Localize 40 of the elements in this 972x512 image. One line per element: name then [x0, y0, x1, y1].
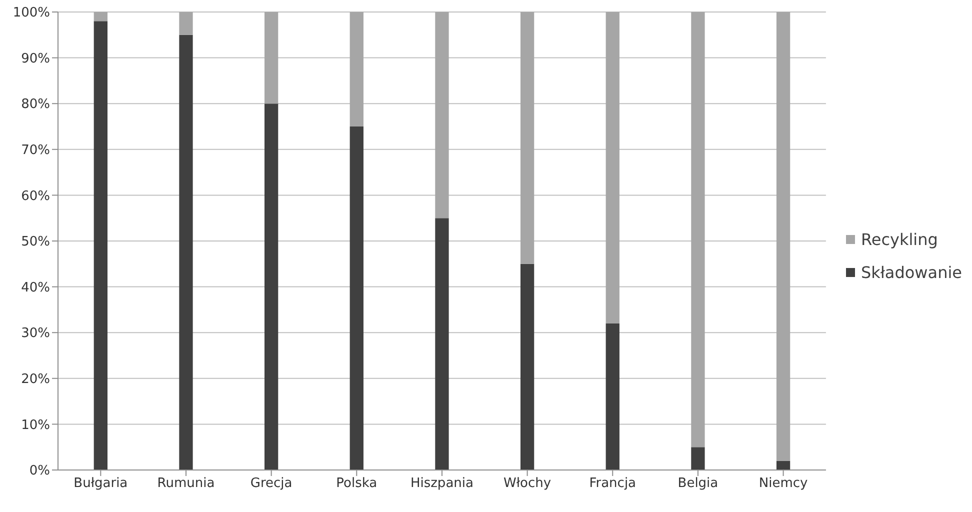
y-tick-label: 30% [21, 326, 50, 342]
bar [94, 21, 108, 470]
y-tick-label: 50% [21, 234, 50, 250]
bar [691, 447, 705, 470]
x-tick-label: Rumunia [157, 476, 215, 492]
y-tick-label: 70% [21, 143, 50, 158]
bar [776, 12, 790, 461]
x-tick-label: Belgia [678, 476, 718, 492]
bar [520, 264, 534, 470]
bar [264, 12, 278, 104]
legend-label: Recykling [860, 230, 938, 249]
y-tick-label: 100% [12, 6, 50, 21]
bar [435, 218, 449, 470]
bar [606, 323, 620, 470]
bar [179, 34, 193, 470]
y-tick-label: 20% [21, 372, 50, 388]
bar [691, 12, 705, 448]
x-tick-label: Grecja [250, 476, 292, 492]
x-tick-label: Bułgaria [74, 476, 128, 492]
bar [179, 12, 193, 35]
y-tick-label: 0% [29, 464, 50, 479]
x-tick-label: Polska [336, 476, 378, 492]
bar [435, 12, 449, 218]
x-tick-label: Włochy [504, 476, 552, 492]
y-tick-label: 40% [21, 280, 50, 296]
y-tick-label: 60% [21, 188, 50, 204]
legend-label: Składowanie [860, 263, 962, 282]
y-tick-label: 10% [21, 418, 50, 433]
x-tick-label: Hiszpania [410, 476, 474, 492]
y-tick-label: 90% [21, 51, 50, 66]
x-tick-label: Niemcy [758, 476, 808, 492]
x-tick-label: Francja [589, 476, 636, 492]
bar [350, 12, 364, 126]
bar [520, 12, 534, 264]
bar [350, 126, 364, 470]
bar [606, 12, 620, 324]
bar [776, 460, 790, 470]
bar [94, 12, 108, 22]
bar [264, 104, 278, 470]
y-tick-label: 80% [21, 97, 50, 112]
